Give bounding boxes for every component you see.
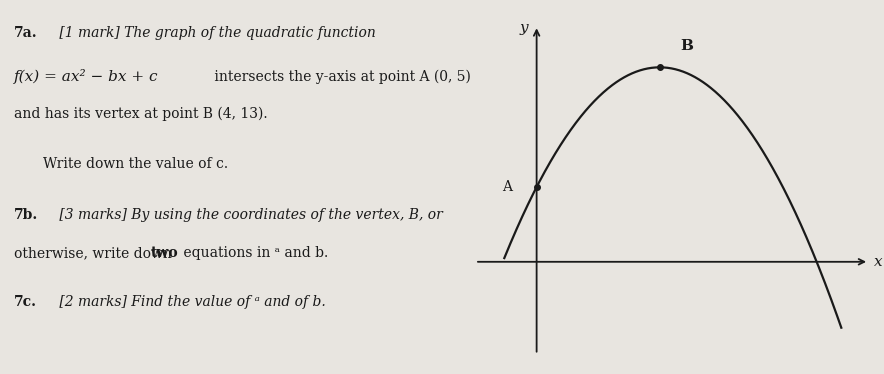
Text: intersects the y-axis at point A (0, 5): intersects the y-axis at point A (0, 5) [210,69,471,83]
Text: 7a.: 7a. [14,26,38,40]
Text: [2 marks] Find the value of ᵃ and of b.: [2 marks] Find the value of ᵃ and of b. [55,295,325,309]
Text: y: y [520,21,529,35]
Text: Write down the value of c.: Write down the value of c. [43,156,228,171]
Text: A: A [502,180,512,194]
Text: [3 marks] By using the coordinates of the vertex, B, or: [3 marks] By using the coordinates of th… [55,208,443,222]
Text: 7b.: 7b. [14,208,39,222]
Text: f(x) = ax² − bx + c: f(x) = ax² − bx + c [14,69,159,84]
Text: two: two [150,246,178,260]
Text: otherwise, write down: otherwise, write down [14,246,177,260]
Text: and has its vertex at point B (4, 13).: and has its vertex at point B (4, 13). [14,107,268,122]
Text: 7c.: 7c. [14,295,37,309]
Text: x: x [873,255,882,269]
Text: [1 mark] The graph of the quadratic function: [1 mark] The graph of the quadratic func… [55,26,376,40]
Text: equations in ᵃ and b.: equations in ᵃ and b. [179,246,328,260]
Text: B: B [681,39,694,53]
